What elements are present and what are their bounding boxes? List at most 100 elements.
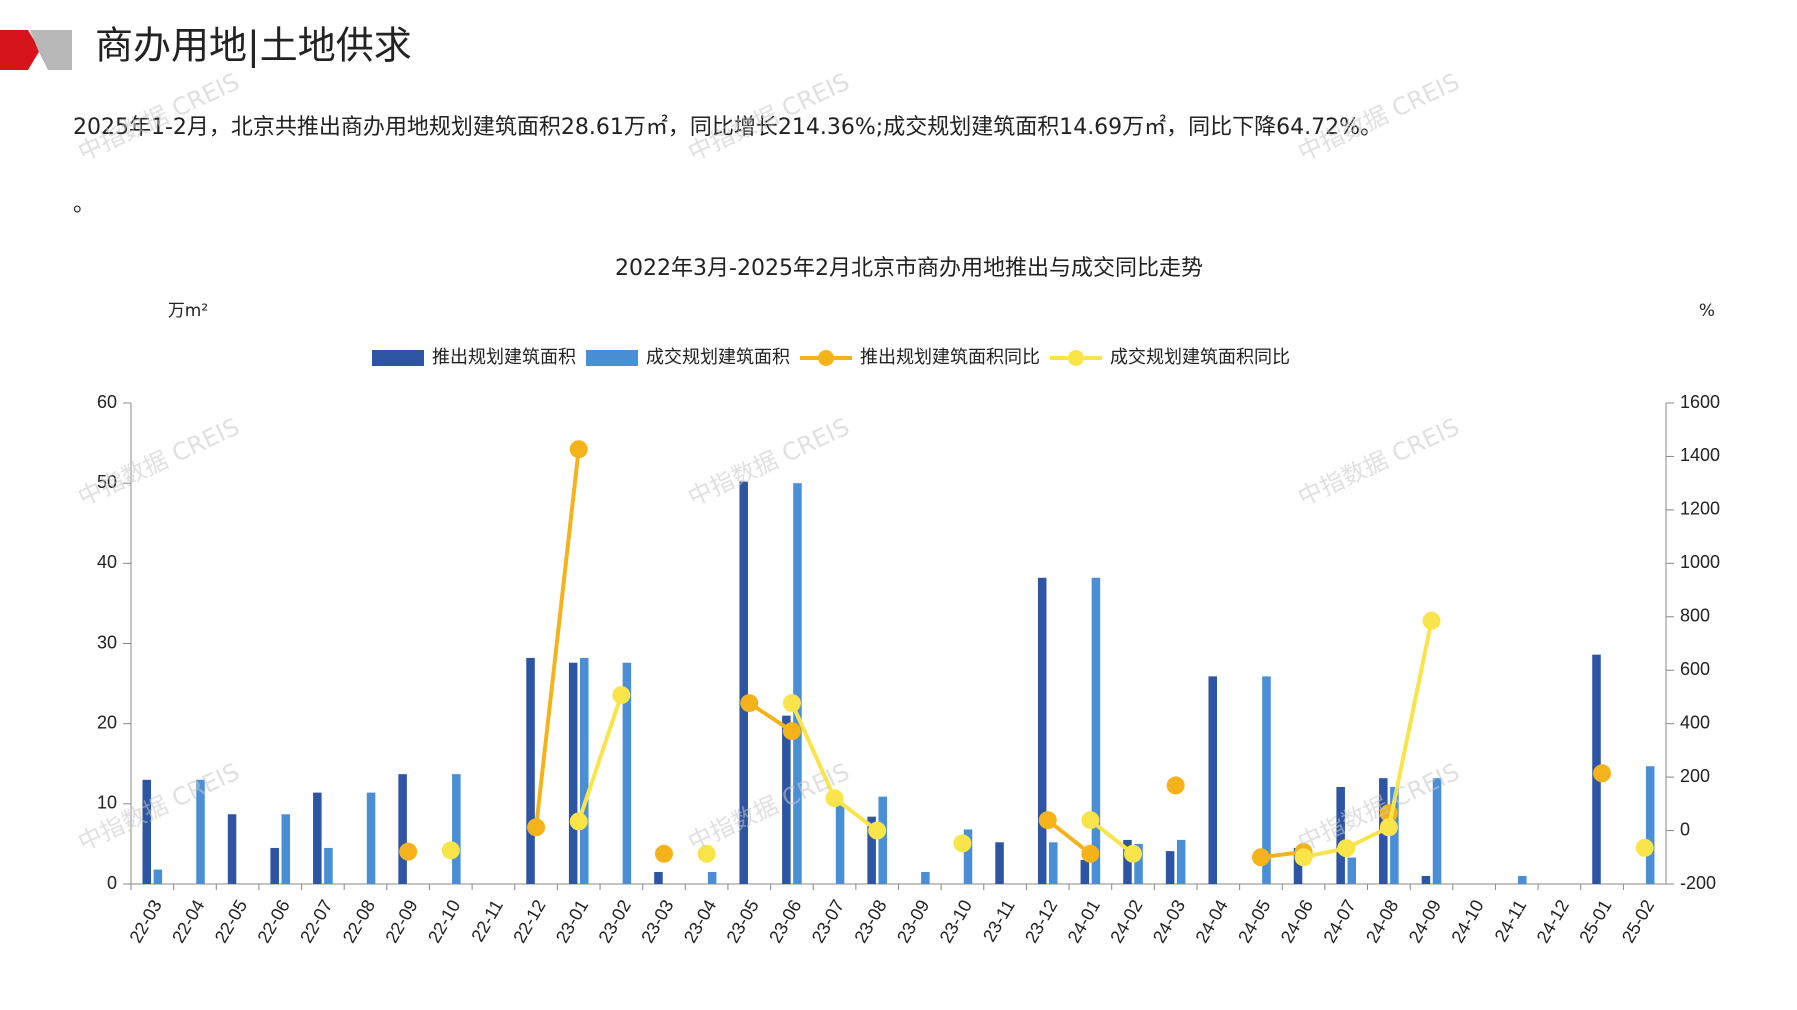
watermark: 中指数据 CREIS <box>684 413 854 512</box>
x-tick-label: 24-04 <box>1192 896 1232 946</box>
bar <box>1049 842 1058 884</box>
bar <box>1134 843 1143 884</box>
x-tick-label: 23-10 <box>936 896 976 946</box>
bar <box>622 662 632 884</box>
bar <box>793 483 802 884</box>
x-tick-label: 22-10 <box>424 896 464 946</box>
x-tick-label: 25-01 <box>1575 896 1615 946</box>
point <box>1124 844 1143 863</box>
point <box>1081 811 1100 830</box>
x-tick-label: 22-06 <box>253 896 293 946</box>
point <box>527 818 546 837</box>
bar <box>995 842 1004 884</box>
x-tick-label: 22-05 <box>211 896 251 946</box>
x-tick-label: 24-09 <box>1405 896 1445 946</box>
bar <box>1421 875 1431 884</box>
bar <box>452 774 461 884</box>
point <box>1379 818 1398 837</box>
bar <box>568 662 578 884</box>
x-tick-label: 22-11 <box>467 896 507 945</box>
legend-label: 推出规划建筑面积 <box>432 347 576 368</box>
y2-tick-label: 200 <box>1680 766 1710 786</box>
bar <box>707 871 717 884</box>
bar <box>1347 857 1357 884</box>
x-tick-label: 22-09 <box>381 896 421 946</box>
point <box>1294 848 1313 867</box>
bar <box>142 779 152 884</box>
x-tick-label: 23-09 <box>893 896 933 946</box>
x-tick-label: 24-02 <box>1106 896 1146 946</box>
logo-red <box>0 30 40 70</box>
x-tick-label: 23-12 <box>1021 896 1061 946</box>
y2-tick-label: 1600 <box>1680 392 1720 412</box>
logo-gray <box>30 30 72 70</box>
bar <box>1091 577 1101 884</box>
x-tick-label: 24-08 <box>1362 896 1402 946</box>
x-tick-label: 22-08 <box>339 896 379 946</box>
point <box>1337 839 1356 858</box>
x-tick-label: 23-04 <box>680 896 720 946</box>
y2-tick-label: 600 <box>1680 659 1710 679</box>
bar <box>1432 778 1442 884</box>
bar <box>739 481 748 884</box>
point <box>782 722 801 741</box>
bar <box>153 869 163 884</box>
legend-label: 成交规划建筑面积同比 <box>1110 347 1290 368</box>
y-tick-label: 0 <box>107 873 117 893</box>
y-unit: 万m² <box>168 301 208 321</box>
point <box>953 834 972 853</box>
bar <box>835 803 845 884</box>
x-tick-label: 23-05 <box>722 896 762 946</box>
legend-label: 成交规划建筑面积 <box>646 347 790 368</box>
point <box>782 694 801 713</box>
point <box>1081 844 1100 863</box>
point <box>654 844 673 863</box>
y2-tick-label: -200 <box>1680 873 1716 893</box>
x-tick-label: 23-01 <box>552 896 592 946</box>
x-tick-label: 24-06 <box>1277 896 1317 946</box>
point <box>1635 838 1654 857</box>
x-tick-label: 24-07 <box>1319 896 1359 946</box>
x-tick-label: 23-08 <box>850 896 890 946</box>
watermark: 中指数据 CREIS <box>74 413 244 512</box>
note: 。 <box>73 192 95 217</box>
bar <box>867 816 876 884</box>
paragraph: 2025年1-2月，北京共推出商办用地规划建筑面积28.61万㎡，同比增长214… <box>73 114 1382 140</box>
legend-swatch <box>1068 350 1084 366</box>
point <box>612 686 631 705</box>
y2-tick-label: 1000 <box>1680 552 1720 572</box>
watermark: 中指数据 CREIS <box>1294 413 1464 512</box>
y-tick-label: 40 <box>97 552 117 572</box>
legend-label: 推出规划建筑面积同比 <box>860 347 1040 368</box>
bar <box>1390 786 1399 884</box>
x-tick-label: 22-04 <box>168 896 208 946</box>
legend-swatch <box>372 350 424 366</box>
y2-tick-label: 1200 <box>1680 499 1720 519</box>
bar <box>1262 676 1271 884</box>
point <box>399 842 418 861</box>
x-tick-label: 24-03 <box>1149 896 1189 946</box>
bar <box>398 774 407 884</box>
x-tick-label: 24-05 <box>1234 896 1274 946</box>
bar <box>1336 786 1345 884</box>
x-tick-label: 24-10 <box>1447 896 1487 946</box>
y-tick-label: 20 <box>97 712 117 732</box>
bar <box>963 829 973 884</box>
point <box>1166 776 1185 795</box>
page-title: 商办用地|土地供求 <box>95 24 412 69</box>
y2-tick-label: 400 <box>1680 712 1710 732</box>
point <box>1593 764 1612 783</box>
bar <box>313 792 322 884</box>
bar <box>1176 839 1186 884</box>
point <box>825 789 844 808</box>
legend-swatch <box>586 350 638 366</box>
point <box>740 694 759 713</box>
bar <box>270 847 279 884</box>
x-tick-label: 23-03 <box>637 896 677 946</box>
x-tick-label: 23-07 <box>808 896 848 946</box>
bar <box>1208 676 1218 884</box>
bar <box>878 796 887 884</box>
x-tick-label: 23-02 <box>595 896 635 946</box>
point <box>569 440 588 459</box>
